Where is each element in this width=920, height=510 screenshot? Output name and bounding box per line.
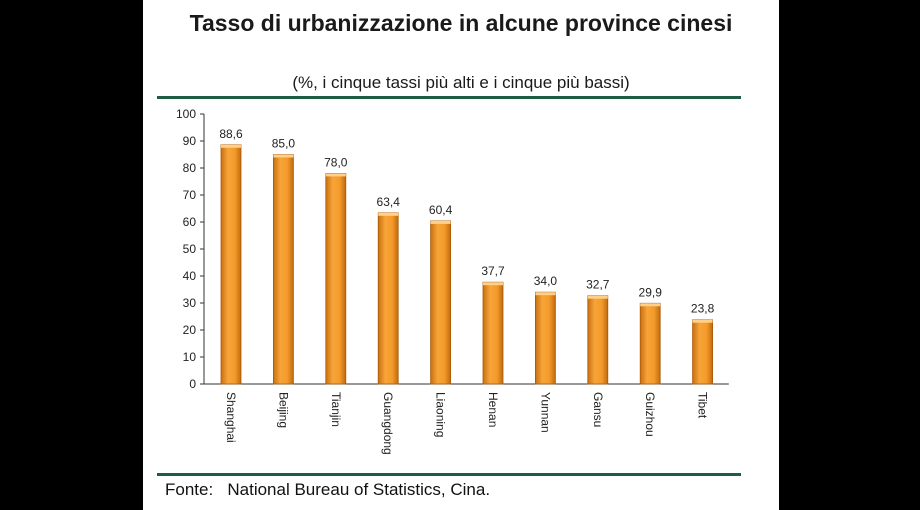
chart-title: Tasso di urbanizzazione in alcune provin…	[189, 10, 733, 36]
bottom-rule	[157, 473, 741, 476]
y-tick-label: 100	[176, 107, 196, 121]
bar-cap	[378, 212, 399, 216]
bar-value-label: 63,4	[377, 195, 401, 209]
bar	[377, 212, 399, 385]
bar-cap	[221, 144, 241, 148]
y-tick-label: 80	[183, 161, 197, 175]
bar-value-label: 29,9	[639, 285, 663, 299]
category-label: Liaoning	[434, 392, 448, 437]
bar-value-label: 60,4	[429, 203, 453, 217]
y-tick-label: 70	[183, 188, 197, 202]
bar-value-label: 78,0	[324, 155, 348, 169]
top-rule	[157, 96, 741, 99]
bar	[430, 220, 452, 385]
category-label: Tibet	[696, 392, 710, 419]
category-label: Guangdong	[381, 392, 395, 455]
bar-chart: 0 10 20 30 40 50 60 70 80 90 100 88,6 85,0 78,0 63,4 6…	[176, 107, 729, 455]
bar-cap	[535, 292, 556, 296]
bar	[325, 173, 347, 385]
y-tick-label: 90	[183, 134, 197, 148]
y-tick-label: 60	[183, 215, 197, 229]
bar	[639, 302, 661, 385]
bar-value-label: 34,0	[534, 274, 558, 288]
x-axis-labels: Shanghai Beijing Tianjin Guangdong Liaoning H…	[224, 392, 710, 455]
bar	[220, 144, 242, 385]
category-label: Beijing	[276, 392, 290, 428]
bar-cap	[640, 303, 661, 307]
source-text: National Bureau of Statistics, Cina.	[227, 480, 491, 499]
bar-cap	[692, 319, 713, 323]
y-axis: 0 10 20 30 40 50 60 70 80 90 100	[176, 107, 729, 391]
bar	[587, 295, 609, 385]
bar-cap	[325, 173, 346, 177]
category-label: Henan	[486, 392, 500, 427]
y-tick-label: 0	[189, 377, 196, 391]
bar	[534, 291, 556, 385]
y-tick-label: 50	[183, 242, 197, 256]
bar-cap	[483, 282, 503, 286]
bar-cap	[587, 295, 608, 299]
chart-panel: Tasso di urbanizzazione in alcune provin…	[143, 0, 779, 510]
bar-value-label: 32,7	[586, 278, 610, 292]
y-tick-label: 40	[183, 269, 197, 283]
source-label: Fonte:	[165, 480, 214, 499]
bar	[692, 319, 713, 385]
bar-cap	[430, 220, 451, 224]
y-tick-label: 20	[183, 323, 197, 337]
category-label: Shanghai	[224, 392, 238, 443]
bars: 88,6 85,0 78,0 63,4 60,4 37,7 34,0 32,7 29,9 23,8	[219, 127, 715, 385]
bar-value-label: 23,8	[691, 302, 715, 316]
category-label: Gansu	[591, 392, 605, 427]
category-label: Tianjin	[329, 392, 343, 427]
bar	[482, 281, 504, 385]
bar-value-label: 37,7	[481, 264, 505, 278]
category-label: Yunnan	[538, 392, 552, 433]
bar-value-label: 88,6	[219, 127, 243, 141]
chart-subtitle: (%, i cinque tassi più alti e i cinque p…	[292, 73, 630, 92]
y-tick-label: 10	[183, 350, 197, 364]
y-tick-label: 30	[183, 296, 197, 310]
source-note: Fonte: National Bureau of Statistics, Ci…	[165, 480, 490, 500]
bar	[272, 154, 294, 385]
category-label: Guizhou	[643, 392, 657, 437]
bar-cap	[273, 154, 294, 158]
bar-value-label: 85,0	[272, 137, 296, 151]
